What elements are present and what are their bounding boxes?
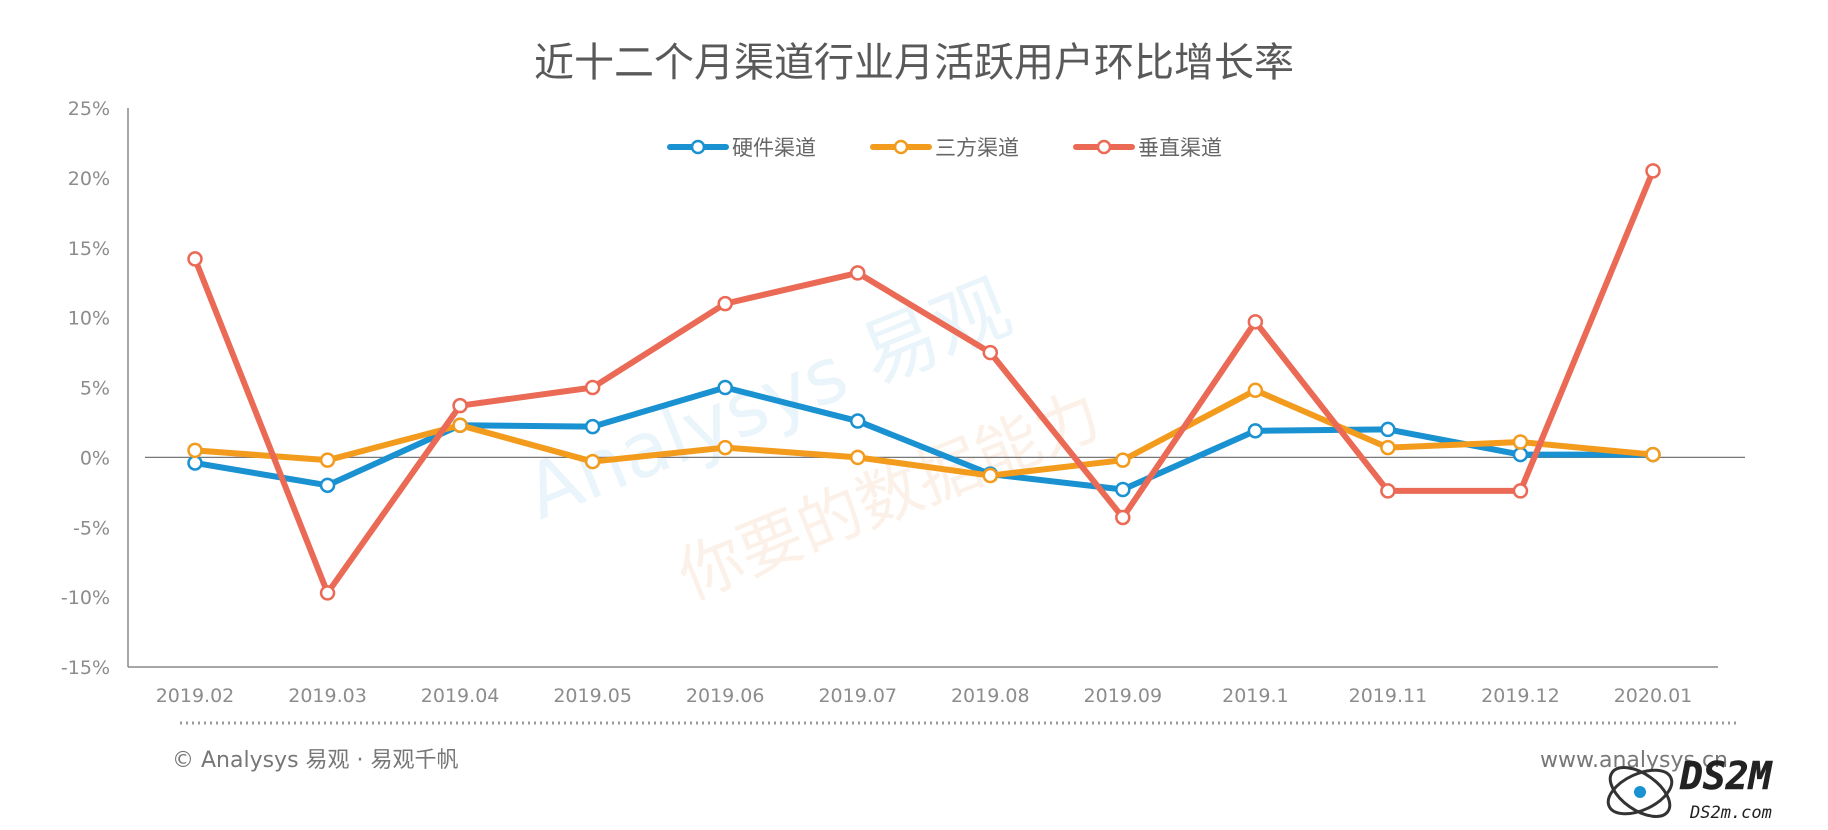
data-point [187,442,203,459]
x-tick-label: 2020.01 [1614,685,1693,707]
y-tick-label: 25% [68,98,110,120]
data-point [584,379,601,396]
data-point [319,585,336,601]
y-tick-label: -10% [61,587,110,609]
data-point [1380,421,1396,438]
footer-copyright: © Analysys 易观 · 易观千帆 [172,748,459,773]
legend-label: 垂直渠道 [1138,136,1222,160]
logo-orbit-1 [1606,768,1674,816]
data-point [717,439,733,456]
legend-swatch-marker [690,139,706,155]
x-tick-label: 2019.07 [818,685,897,707]
data-point [982,344,999,361]
legend-label: 三方渠道 [935,136,1019,160]
data-point [452,417,468,433]
data-point [187,251,203,267]
data-point [717,379,733,396]
data-point [849,413,866,429]
data-point [584,418,601,435]
data-point [1512,446,1529,463]
logo-url: DS2m.com [1689,803,1772,823]
legend-item[interactable]: 三方渠道 [870,136,1019,160]
x-tick-label: 2019.1 [1222,685,1288,707]
data-point [1115,509,1131,526]
logo-wordmark: DS2M [1679,754,1773,798]
data-point [1512,434,1529,450]
data-point [1115,452,1131,468]
data-point [1645,446,1661,463]
y-tick-label: -5% [73,517,110,539]
x-tick-label: 2019.06 [686,685,765,707]
x-tick-label: 2019.05 [553,685,632,707]
data-point [1380,483,1396,499]
data-point [982,467,999,484]
y-tick-labels: 25% 20% 15% 10% 5% 0% -5% -10% -15% [61,98,110,679]
x-tick-label: 2019.11 [1349,685,1428,707]
data-point [1115,481,1131,498]
data-point [584,453,601,470]
y-tick-label: 0% [80,447,110,469]
series-line [192,167,1656,596]
x-tick-label: 2019.02 [156,685,235,707]
data-point [1380,439,1396,456]
x-tick-label: 2019.04 [421,685,500,707]
legend-item[interactable]: 垂直渠道 [1073,136,1222,160]
legend-label: 硬件渠道 [732,136,816,160]
y-tick-label: -15% [61,657,110,679]
logo-orbit-2 [1608,766,1672,818]
logo-core [1634,786,1646,798]
data-point [1247,382,1264,399]
x-tick-label: 2019.09 [1084,685,1163,707]
data-point [1512,483,1529,499]
data-point [319,477,336,494]
data-point [1247,423,1264,439]
series-line [192,387,1656,479]
x-tick-label: 2019.03 [288,685,367,707]
x-tick-label: 2019.12 [1481,685,1560,707]
y-tick-label: 15% [68,238,110,260]
data-point [849,265,866,281]
data-point [319,452,336,468]
data-point [849,449,866,466]
series-layer [187,163,1661,601]
y-tick-label: 5% [80,378,110,400]
ds2m-logo: DS2M DS2m.com [1606,754,1773,823]
data-point [187,455,203,471]
legend: 硬件渠道 三方渠道 垂直渠道 [667,136,1222,160]
legend-item[interactable]: 硬件渠道 [667,136,816,160]
chart-title: 近十二个月渠道行业月活跃用户环比增长率 [534,40,1294,86]
y-tick-label: 10% [68,308,110,330]
series-2 [187,382,1661,484]
data-point [717,295,733,312]
series-3 [187,163,1661,601]
data-point [1645,163,1661,179]
data-point [452,397,468,414]
legend-swatch-marker [893,139,909,155]
legend-swatch-marker [1096,139,1112,155]
analysys-watermark: Analysys 易观 你要的数据能力 [513,262,1111,615]
data-point [1247,314,1264,330]
x-tick-label: 2019.08 [951,685,1030,707]
x-tick-labels: 2019.02 2019.03 2019.04 2019.05 2019.06 2019.… [156,685,1693,707]
y-tick-label: 20% [68,168,110,190]
